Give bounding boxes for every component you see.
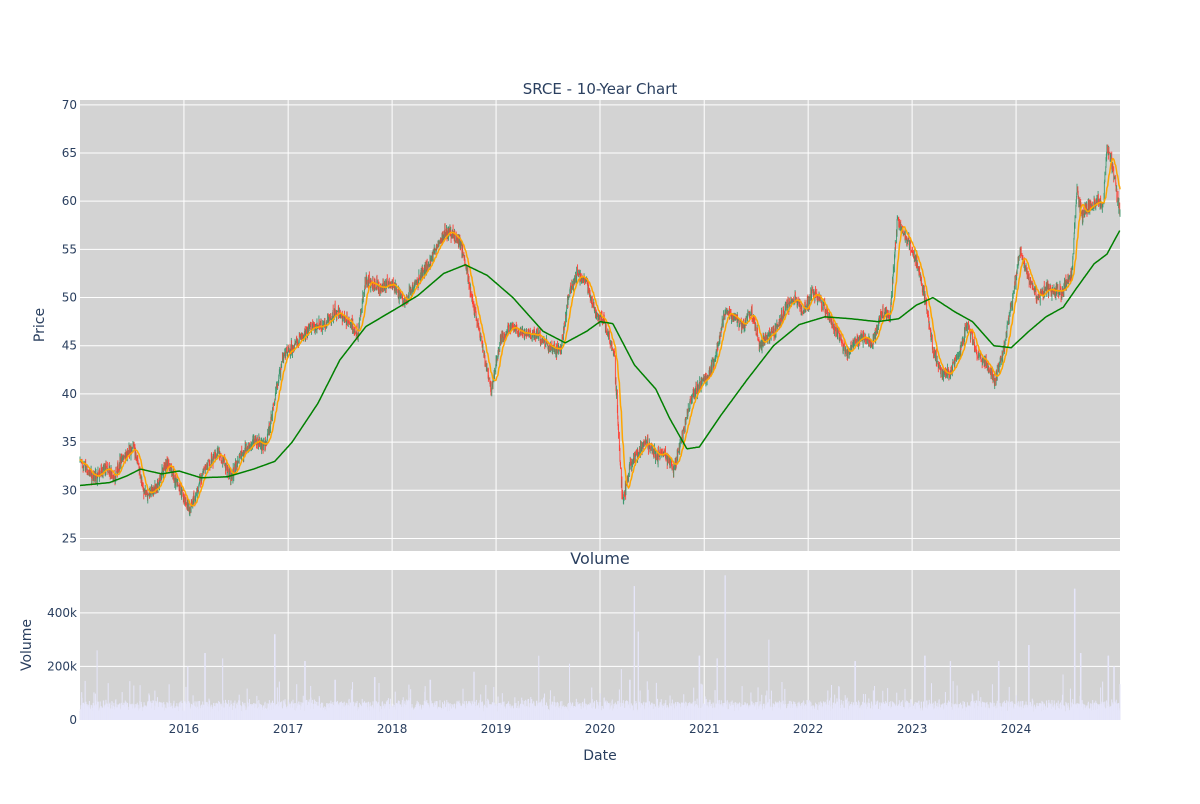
price-y-tick-label: 50 bbox=[62, 291, 77, 305]
price-y-tick-label: 45 bbox=[62, 339, 77, 353]
price-y-axis-label: Price bbox=[32, 308, 48, 342]
price-y-tick-label: 65 bbox=[62, 146, 77, 160]
price-y-tick-label: 55 bbox=[62, 242, 77, 256]
price-y-tick-label: 40 bbox=[62, 387, 77, 401]
price-y-tick-label: 60 bbox=[62, 194, 77, 208]
price-y-tick-label: 25 bbox=[62, 531, 77, 545]
price-y-tick-label: 70 bbox=[62, 98, 77, 112]
price-y-tick-label: 35 bbox=[62, 435, 77, 449]
chart-title: SRCE - 10-Year Chart bbox=[523, 80, 678, 98]
price-y-tick-label: 30 bbox=[62, 483, 77, 497]
price-panel: 25 30 35 40 45 50 55 60 65 70 SRCE - 10-Year Char… bbox=[32, 80, 1120, 551]
